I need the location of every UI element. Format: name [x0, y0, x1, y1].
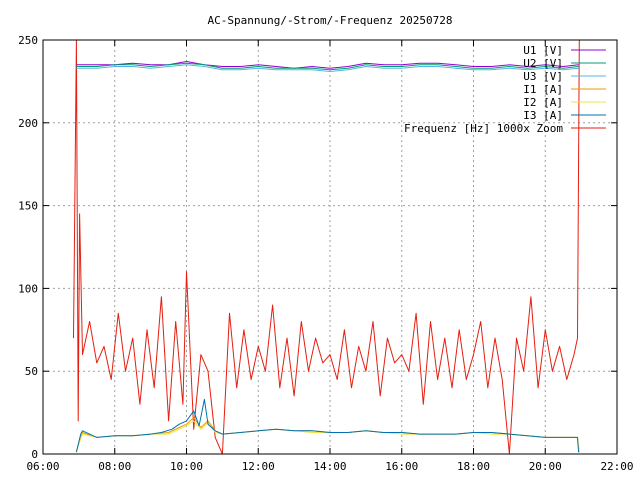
chart-title: AC-Spannung/-Strom/-Frequenz 20250728 — [207, 14, 452, 27]
y-tick-label: 100 — [18, 282, 38, 295]
x-tick-label: 22:00 — [600, 460, 633, 473]
series-line-0 — [76, 61, 579, 69]
legend-label: U2 [V] — [523, 57, 563, 70]
y-tick-label: 150 — [18, 200, 38, 213]
x-tick-label: 06:00 — [26, 460, 59, 473]
x-tick-label: 08:00 — [98, 460, 131, 473]
x-tick-label: 16:00 — [385, 460, 418, 473]
x-tick-label: 20:00 — [529, 460, 562, 473]
legend-label: Frequenz [Hz] 1000x Zoom — [404, 122, 563, 135]
x-tick-label: 14:00 — [313, 460, 346, 473]
y-axis: 0 50 100 150 200 250 — [18, 34, 617, 461]
legend-label: I1 [A] — [523, 83, 563, 96]
x-tick-label: 10:00 — [170, 460, 203, 473]
grid — [43, 40, 617, 454]
series-line-1 — [76, 62, 579, 71]
y-tick-label: 200 — [18, 117, 38, 130]
legend-label: U1 [V] — [523, 44, 563, 57]
series-line-5 — [75, 398, 580, 453]
x-tick-label: 12:00 — [242, 460, 275, 473]
series-line-6 — [73, 39, 580, 455]
legend: U1 [V]U2 [V]U3 [V]I1 [A]I2 [A]I3 [A]Freq… — [404, 44, 606, 135]
legend-label: I3 [A] — [523, 109, 563, 122]
legend-label: I2 [A] — [523, 96, 563, 109]
x-tick-label: 18:00 — [457, 460, 490, 473]
y-tick-label: 250 — [18, 34, 38, 47]
series-layer — [73, 39, 580, 455]
legend-label: U3 [V] — [523, 70, 563, 83]
x-axis: 06:00 08:00 10:00 12:00 14:00 16:00 18:00 20:00… — [26, 40, 634, 473]
y-tick-label: 0 — [31, 448, 38, 461]
series-line-2 — [76, 64, 579, 72]
y-tick-label: 50 — [25, 365, 38, 378]
